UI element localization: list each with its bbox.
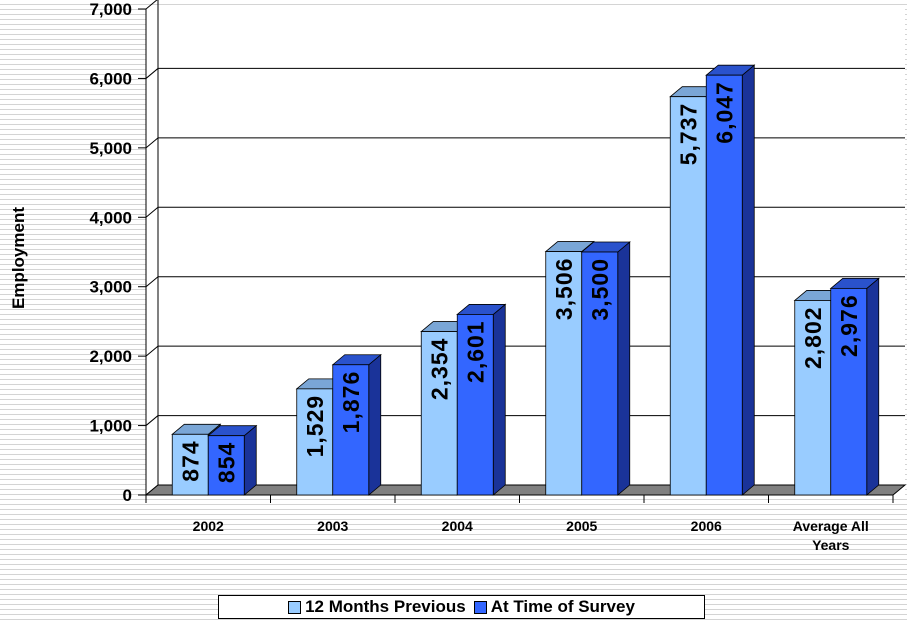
data-label: 1,529: [302, 395, 328, 458]
y-tick-label: 4,000: [89, 208, 132, 227]
legend-item-12-months-previous: 12 Months Previous: [288, 597, 466, 617]
data-label: 6,047: [711, 81, 737, 144]
bar-side: [741, 64, 755, 496]
bar: [332, 364, 370, 496]
bar: [830, 287, 868, 496]
data-labels: 874 854 1,529 1,876 2,354 2,601 3,506 3,500 5,73…: [177, 81, 862, 483]
bar: [794, 300, 832, 496]
bar-chart: 0 1,000 2,000 3,000 4,000 5,000 6,000 7,000 2002…: [9, 0, 907, 553]
legend-label: At Time of Survey: [490, 597, 635, 616]
data-label: 5,737: [675, 103, 701, 166]
legend-swatch-at-time-of-survey: [473, 600, 487, 614]
bar: [545, 251, 583, 496]
y-tick-label: 1,000: [89, 417, 132, 436]
data-label: 3,506: [551, 258, 577, 321]
y-axis-label: Employment: [9, 207, 28, 309]
x-tick-label: 2002: [193, 518, 224, 534]
bar-side: [866, 277, 880, 496]
gridline-side: [145, 415, 159, 426]
bar-side: [617, 241, 631, 496]
data-label: 874: [177, 440, 203, 481]
x-tick-label: Average All: [793, 518, 869, 534]
data-label: 2,601: [462, 320, 488, 383]
gridline-side: [145, 345, 159, 357]
x-tick-label: 2006: [691, 518, 722, 534]
x-tick-label: 2004: [442, 518, 473, 534]
y-tick-label: 0: [123, 486, 132, 505]
y-tick-label: 3,000: [89, 278, 132, 297]
y-tick-label: 5,000: [89, 139, 132, 158]
bars: [171, 64, 880, 496]
chart-floor: [144, 484, 907, 496]
data-label: 854: [213, 442, 239, 483]
x-tick-label: Years: [812, 537, 850, 553]
plot-area: [146, 9, 905, 495]
gridline-side: [145, 0, 158, 10]
bar: [669, 96, 707, 496]
x-tick-label: 2005: [566, 518, 597, 534]
bar: [705, 74, 743, 496]
y-tick-label: 6,000: [89, 69, 132, 88]
legend-swatch-12-months-previous: [288, 600, 302, 614]
bar: [456, 314, 494, 496]
gridline-side: [145, 68, 159, 79]
x-tick-label: 2003: [317, 518, 348, 534]
gridline-side: [145, 276, 159, 288]
data-label: 2,976: [836, 294, 862, 357]
y-tick-label: 2,000: [89, 347, 132, 366]
gridline-side: [145, 137, 159, 149]
bar: [420, 331, 458, 496]
bar-side: [243, 424, 257, 496]
legend-label: 12 Months Previous: [305, 597, 466, 616]
data-label: 2,802: [800, 306, 826, 369]
y-tick-label: 7,000: [89, 0, 132, 19]
data-label: 3,500: [587, 258, 613, 321]
bar: [207, 435, 245, 496]
gridline-side: [145, 206, 159, 218]
bar-side: [368, 353, 382, 496]
data-label: 2,354: [426, 338, 452, 401]
legend: 12 Months Previous At Time of Survey: [218, 595, 705, 619]
legend-item-at-time-of-survey: At Time of Survey: [473, 597, 635, 617]
bar-side: [492, 303, 506, 496]
bar: [581, 251, 619, 496]
data-label: 1,876: [338, 371, 364, 434]
